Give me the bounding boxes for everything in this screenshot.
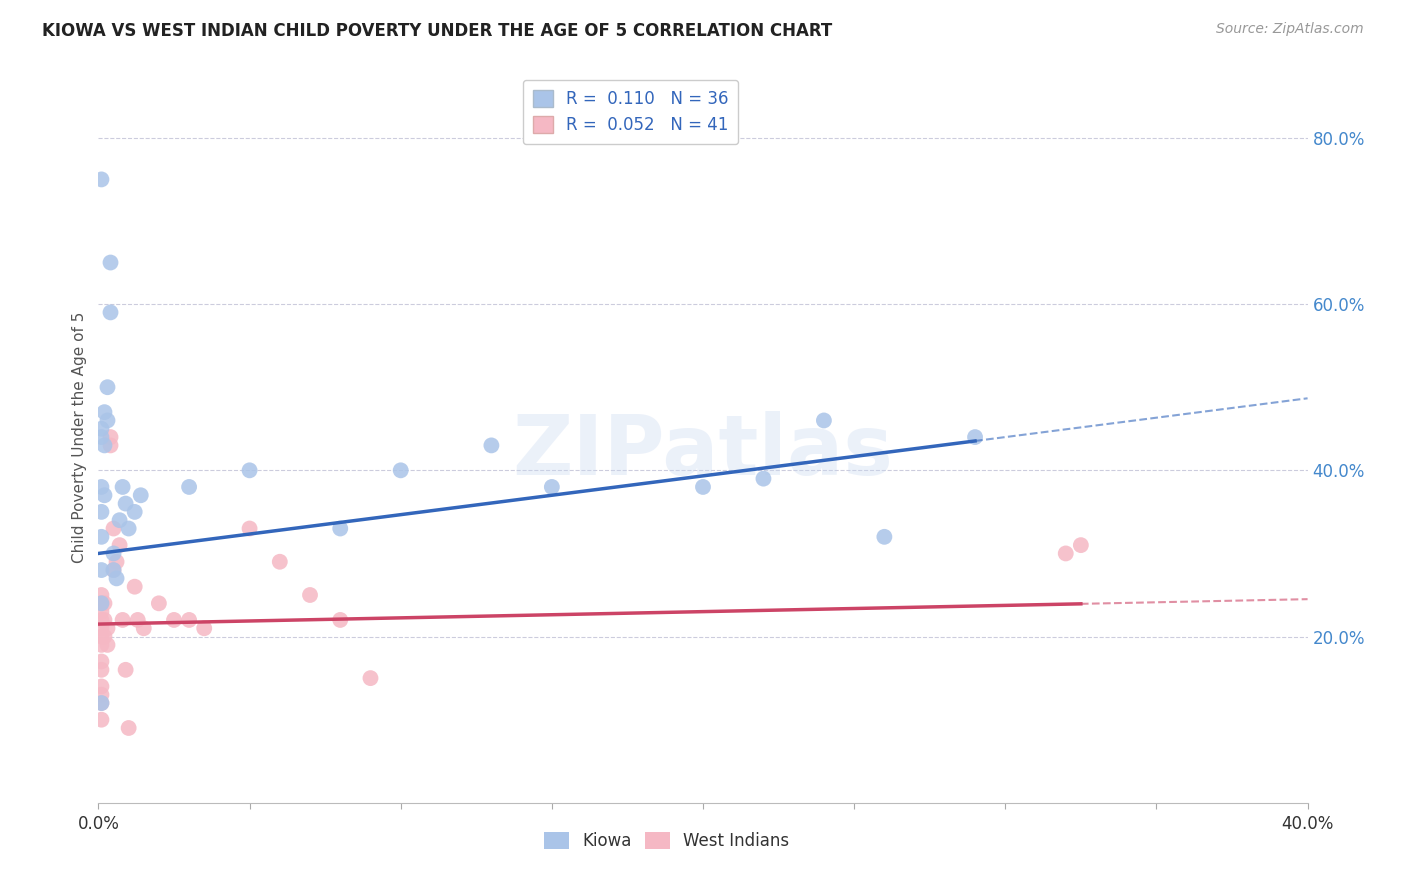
Point [93,488,115,502]
Text: Source: ZipAtlas.com: Source: ZipAtlas.com [1216,22,1364,37]
Point [90,480,112,494]
Point [90,172,112,186]
Point [389,463,412,477]
Point [148,596,170,610]
Point [118,721,141,735]
Point [96,380,118,394]
Point [103,521,125,535]
Point [90,505,112,519]
Point [90,680,112,694]
Point [93,630,115,644]
Point [873,530,896,544]
Point [100,438,122,452]
Point [93,405,115,419]
Point [193,621,215,635]
Point [114,663,136,677]
Point [90,596,112,610]
Point [90,663,112,677]
Point [239,521,262,535]
Point [269,555,291,569]
Legend: Kiowa, West Indians: Kiowa, West Indians [537,825,796,856]
Point [108,538,131,552]
Point [90,563,112,577]
Point [103,563,125,577]
Point [108,513,131,527]
Point [124,505,146,519]
Point [965,430,987,444]
Point [111,613,134,627]
Point [692,480,714,494]
Point [90,530,112,544]
Point [96,621,118,635]
Point [90,430,112,444]
Point [105,571,128,585]
Point [1054,546,1077,560]
Point [163,613,186,627]
Y-axis label: Child Poverty Under the Age of 5: Child Poverty Under the Age of 5 [72,311,87,563]
Point [90,422,112,436]
Point [103,563,125,577]
Point [90,696,112,710]
Point [114,497,136,511]
Point [93,438,115,452]
Point [103,546,125,560]
Point [90,588,112,602]
Point [105,555,128,569]
Point [1070,538,1092,552]
Point [90,655,112,669]
Point [90,713,112,727]
Point [540,480,562,494]
Point [299,588,322,602]
Point [329,613,352,627]
Point [90,696,112,710]
Point [124,580,146,594]
Point [752,472,775,486]
Point [90,638,112,652]
Point [93,596,115,610]
Text: KIOWA VS WEST INDIAN CHILD POVERTY UNDER THE AGE OF 5 CORRELATION CHART: KIOWA VS WEST INDIAN CHILD POVERTY UNDER… [42,22,832,40]
Point [127,613,149,627]
Text: ZIPatlas: ZIPatlas [513,411,893,492]
Point [100,255,122,269]
Point [100,305,122,319]
Point [96,413,118,427]
Point [239,463,262,477]
Point [129,488,152,502]
Point [111,480,134,494]
Point [132,621,155,635]
Point [813,413,835,427]
Point [96,638,118,652]
Point [360,671,382,685]
Point [179,480,201,494]
Point [90,621,112,635]
Point [90,613,112,627]
Point [90,596,112,610]
Point [179,613,201,627]
Point [90,630,112,644]
Point [100,430,122,444]
Point [481,438,503,452]
Point [90,605,112,619]
Point [90,688,112,702]
Point [93,613,115,627]
Point [329,521,352,535]
Point [118,521,141,535]
